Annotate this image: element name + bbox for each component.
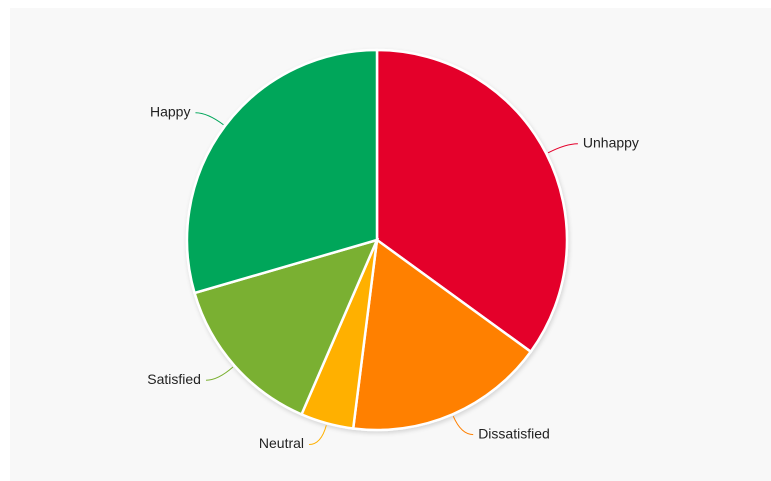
slice-label: Satisfied [147,371,201,387]
pie-slice [192,238,380,417]
pie-slice [185,48,379,295]
pie-slice [375,48,569,354]
connector [452,416,474,436]
slice-label: Neutral [259,435,304,451]
slice-label: Dissatisfied [478,425,550,441]
pie [185,48,569,432]
connector [547,143,578,154]
connector [195,112,224,126]
connector [205,366,234,381]
pie-slice [351,237,533,432]
slice-label: Happy [150,103,190,119]
slice-label: Unhappy [583,134,639,150]
connector [309,425,327,445]
